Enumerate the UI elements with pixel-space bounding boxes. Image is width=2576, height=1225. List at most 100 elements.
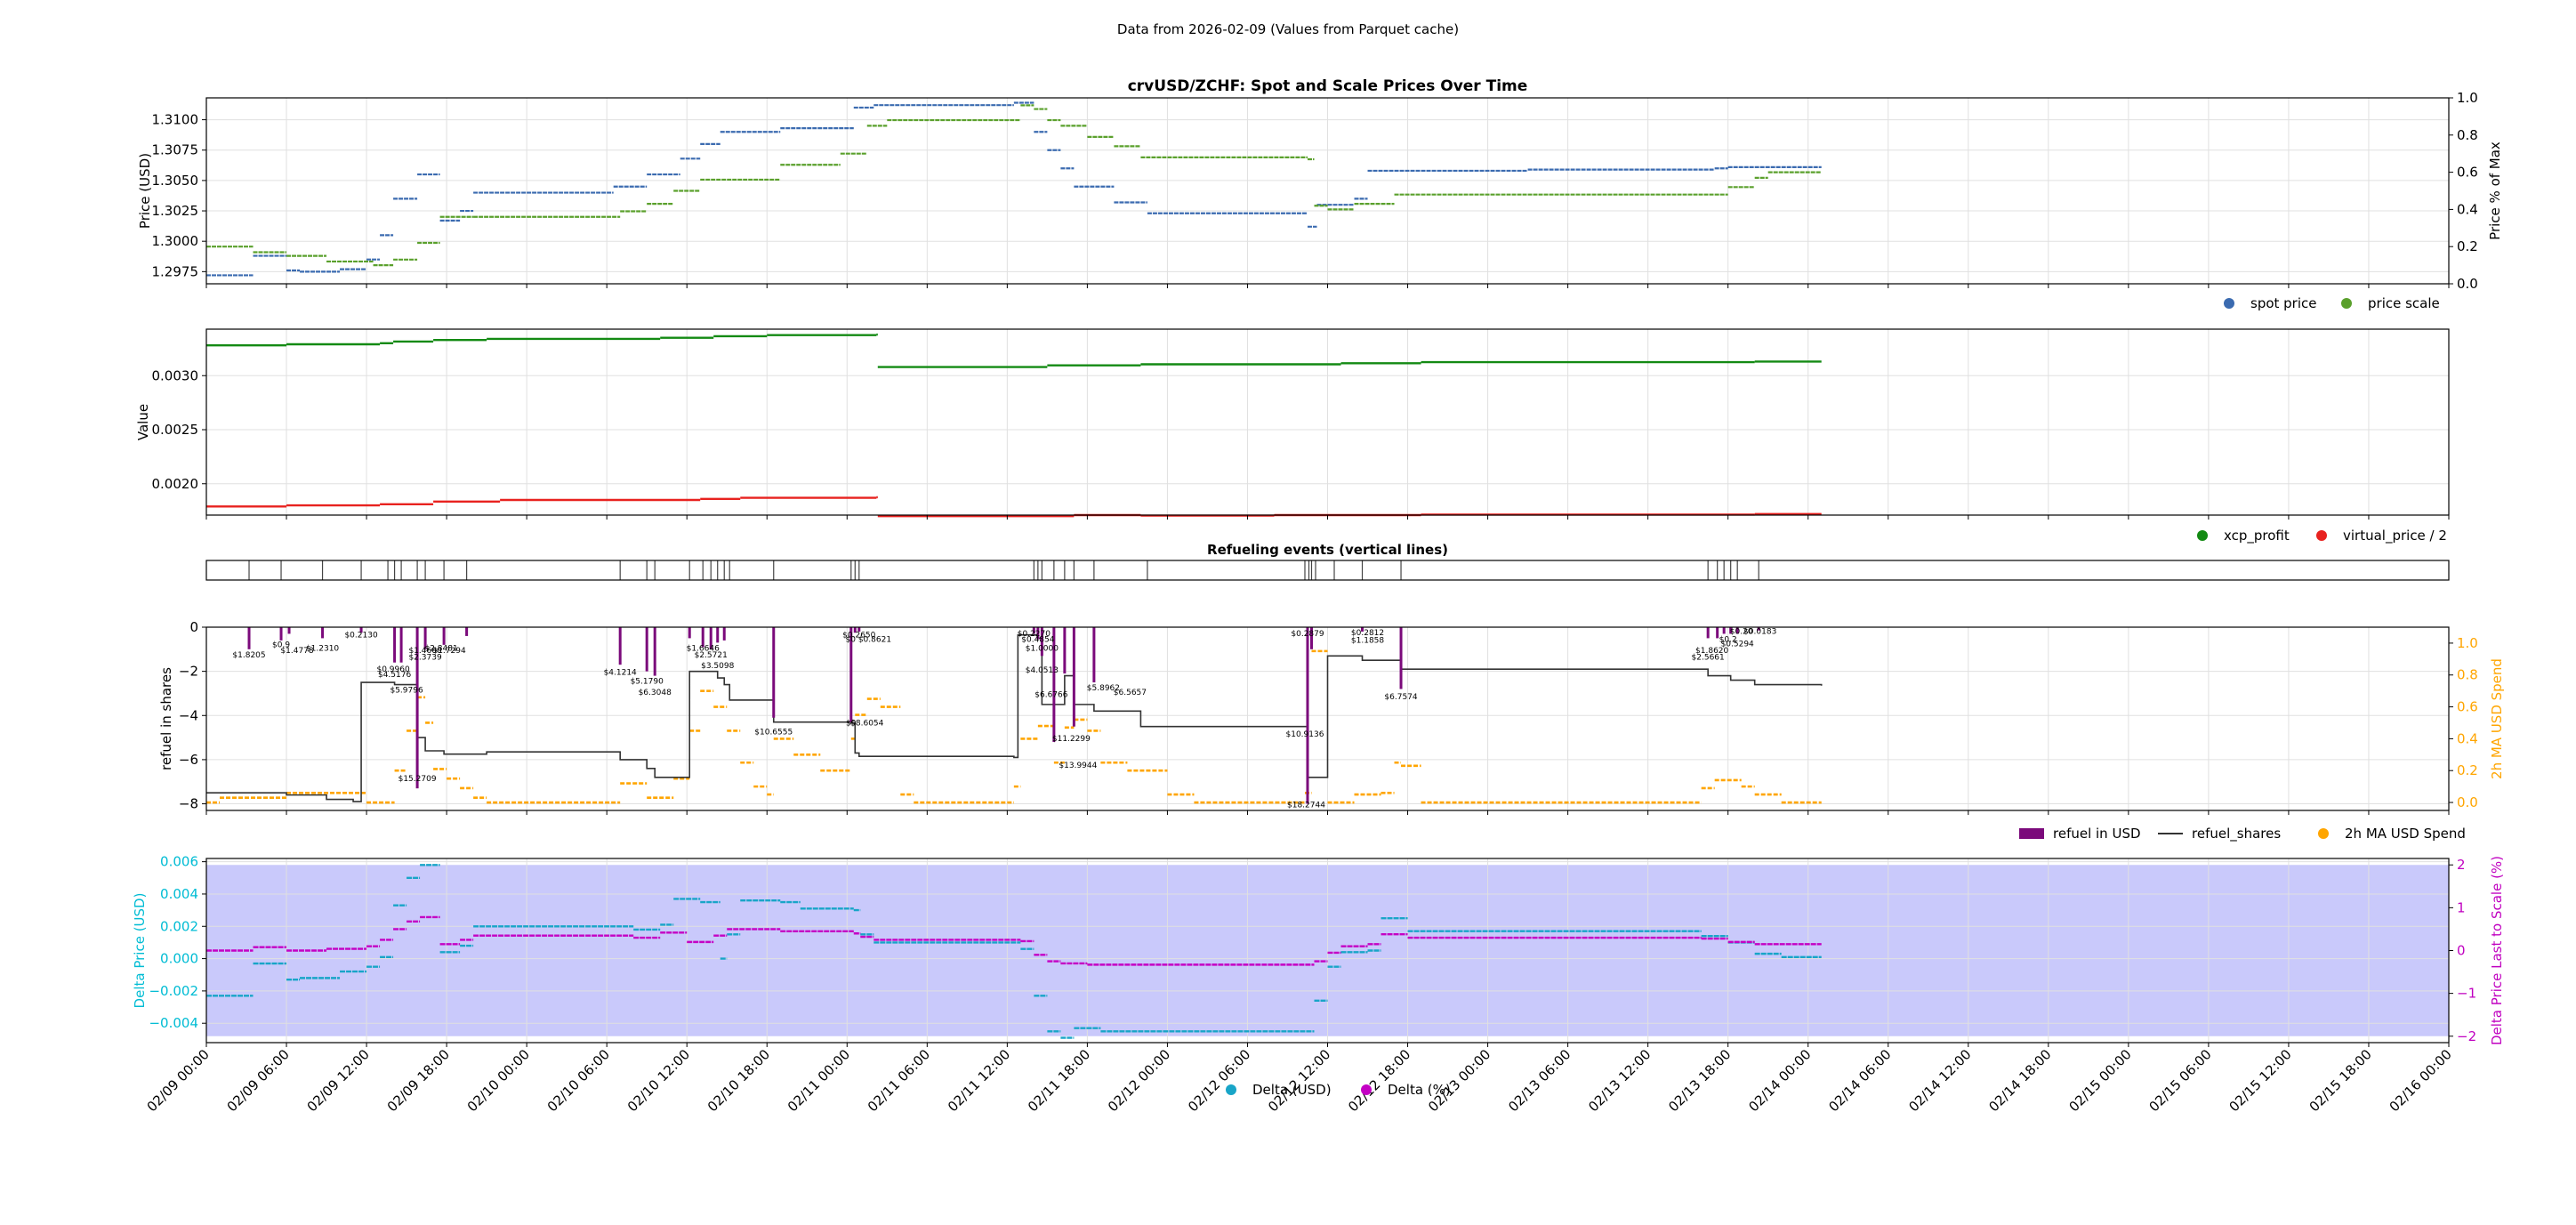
x-tick-label: 02/15 06:00 — [2145, 1046, 2214, 1115]
y-axis-label: Delta Price (USD) — [132, 893, 148, 1009]
x-tick-label: 02/11 06:00 — [865, 1046, 933, 1115]
legend-label: Delta (%) — [1388, 1082, 1451, 1098]
y-tick-label: 1.3025 — [152, 203, 199, 219]
legend-label: xcp_profit — [2224, 528, 2290, 544]
y-tick-label: 0 — [189, 619, 198, 635]
legend-label: price scale — [2368, 295, 2440, 311]
refuel-value-label: $15.2709 — [398, 775, 437, 784]
refuel-value-label: $5.8962 — [1087, 684, 1120, 693]
x-tick-label: 02/11 12:00 — [945, 1046, 1013, 1115]
y2-tick-label: 0.2 — [2457, 762, 2478, 778]
refuel-usd-bar — [1306, 627, 1309, 804]
x-tick-label: 02/14 06:00 — [1825, 1046, 1894, 1115]
refuel-value-label: $1.8620 — [1695, 647, 1728, 656]
x-tick-label: 02/10 00:00 — [464, 1046, 533, 1115]
refuel-value-label: $6.3048 — [639, 689, 672, 697]
refuel-value-label: $0.9960 — [376, 665, 409, 674]
refuel-usd-bar — [1036, 627, 1040, 640]
refuel-value-label: $0.2270 — [1018, 630, 1051, 639]
y2-tick-label: 0.0 — [2457, 276, 2478, 292]
x-tick-label: 02/12 06:00 — [1185, 1046, 1253, 1115]
refuel-value-label: $2.8481 — [424, 644, 457, 653]
x-tick-label: 02/10 12:00 — [624, 1046, 693, 1115]
y2-tick-label: 0 — [2457, 943, 2466, 959]
refuel-usd-bar — [1032, 627, 1035, 634]
x-tick-label: 02/10 06:00 — [544, 1046, 613, 1115]
y-tick-label: 1.2975 — [152, 263, 199, 279]
y-tick-label: 1.3100 — [152, 112, 199, 128]
refuel-usd-bar — [415, 627, 419, 789]
refuel-value-label: $6.7574 — [1384, 693, 1417, 702]
y2-tick-label: 2 — [2457, 857, 2466, 873]
refuel-usd-bar — [1072, 627, 1075, 727]
refuel-value-label: $0.5294 — [1721, 640, 1754, 649]
y-tick-label: 1.3075 — [152, 142, 199, 158]
y2-tick-label: 0.6 — [2457, 165, 2478, 181]
y2-tick-label: 1.0 — [2457, 90, 2478, 106]
refuel-value-label: $6.6766 — [1034, 690, 1067, 699]
refuel-usd-bar — [1309, 627, 1313, 649]
refuel-value-label: $1.4600 — [408, 647, 441, 656]
refuel-usd-bar — [247, 627, 251, 649]
refuel-usd-bar — [1716, 627, 1719, 639]
refuel-value-label: $2.5661 — [1692, 653, 1725, 662]
y2-tick-label: 0.8 — [2457, 667, 2478, 683]
refuel-usd-bar — [1040, 627, 1043, 657]
x-tick-label: 02/09 06:00 — [224, 1046, 293, 1115]
legend-marker — [2316, 530, 2327, 541]
x-tick-label: 02/15 12:00 — [2226, 1046, 2295, 1115]
refuel-value-label: $10.9136 — [1286, 730, 1324, 739]
refuel-value-label: $8.6054 — [850, 720, 883, 729]
x-tick-label: 02/13 06:00 — [1505, 1046, 1574, 1115]
x-tick-label: 02/13 18:00 — [1665, 1046, 1734, 1115]
y2-tick-label: 0.4 — [2457, 201, 2478, 217]
x-tick-label: 02/13 00:00 — [1425, 1046, 1493, 1115]
refuel-usd-bar — [722, 627, 726, 641]
y-tick-label: 0.002 — [160, 918, 198, 934]
refuel-usd-bar — [465, 627, 469, 636]
refuel-usd-bar — [1361, 627, 1364, 632]
refuel-usd-bar — [1092, 627, 1096, 683]
refuel-shares-line — [206, 633, 1823, 802]
refuel-usd-bar — [1729, 627, 1733, 634]
legend-marker — [2197, 530, 2208, 541]
refuel-usd-bar — [1722, 627, 1726, 634]
refuel-usd-bar — [423, 627, 427, 649]
legend-label: spot price — [2250, 295, 2317, 311]
refuel-value-label: $5.9796 — [390, 686, 423, 695]
refuel-value-label: $4.1214 — [604, 669, 637, 678]
refuel-value-label: $11.2299 — [1052, 735, 1091, 744]
x-tick-label: 02/15 18:00 — [2306, 1046, 2375, 1115]
refuel-value-label: $0.2 — [1719, 635, 1737, 644]
refuel-value-label: $0.2130 — [344, 631, 377, 640]
refuel-value-label: $1.2310 — [306, 644, 339, 653]
refuel-usd-bar — [645, 627, 648, 672]
x-tick-label: 02/10 18:00 — [704, 1046, 773, 1115]
legend-marker — [2019, 828, 2044, 839]
refuel-value-label: $13.9944 — [1059, 762, 1097, 770]
x-tick-label: 02/09 00:00 — [144, 1046, 213, 1115]
refuel-usd-bar — [849, 627, 853, 722]
legend-marker — [2341, 298, 2352, 309]
y-tick-label: −2 — [179, 664, 198, 680]
y-tick-label: −4 — [179, 707, 198, 723]
refuel-value-label: $1.8205 — [232, 651, 265, 660]
y2-tick-label: 0.0 — [2457, 794, 2478, 810]
x-tick-label: 02/09 12:00 — [304, 1046, 373, 1115]
refuel-value-label: $0.9 — [272, 641, 290, 650]
y-tick-label: 1.3000 — [152, 233, 199, 249]
refuel-usd-bar — [701, 627, 704, 648]
refuel-usd-bar — [772, 627, 776, 718]
x-tick-label: 02/14 12:00 — [1905, 1046, 1974, 1115]
y2-tick-label: 0.8 — [2457, 127, 2478, 143]
refuel-value-label: $1.7294 — [432, 647, 465, 656]
legend-label: Delta (USD) — [1252, 1082, 1332, 1098]
refuel-value-label: $0.20 — [1730, 628, 1753, 637]
y2-axis-label: 2h MA USD Spend — [2489, 658, 2505, 779]
y-tick-label: −8 — [179, 796, 198, 812]
refuel-value-label: $4.5176 — [378, 671, 411, 680]
refuel-value-label: $6.5657 — [1114, 689, 1147, 697]
refuel-usd-bar — [393, 627, 397, 663]
x-tick-label: 02/15 00:00 — [2065, 1046, 2134, 1115]
refuel-value-label: $0.2812 — [1351, 629, 1384, 638]
